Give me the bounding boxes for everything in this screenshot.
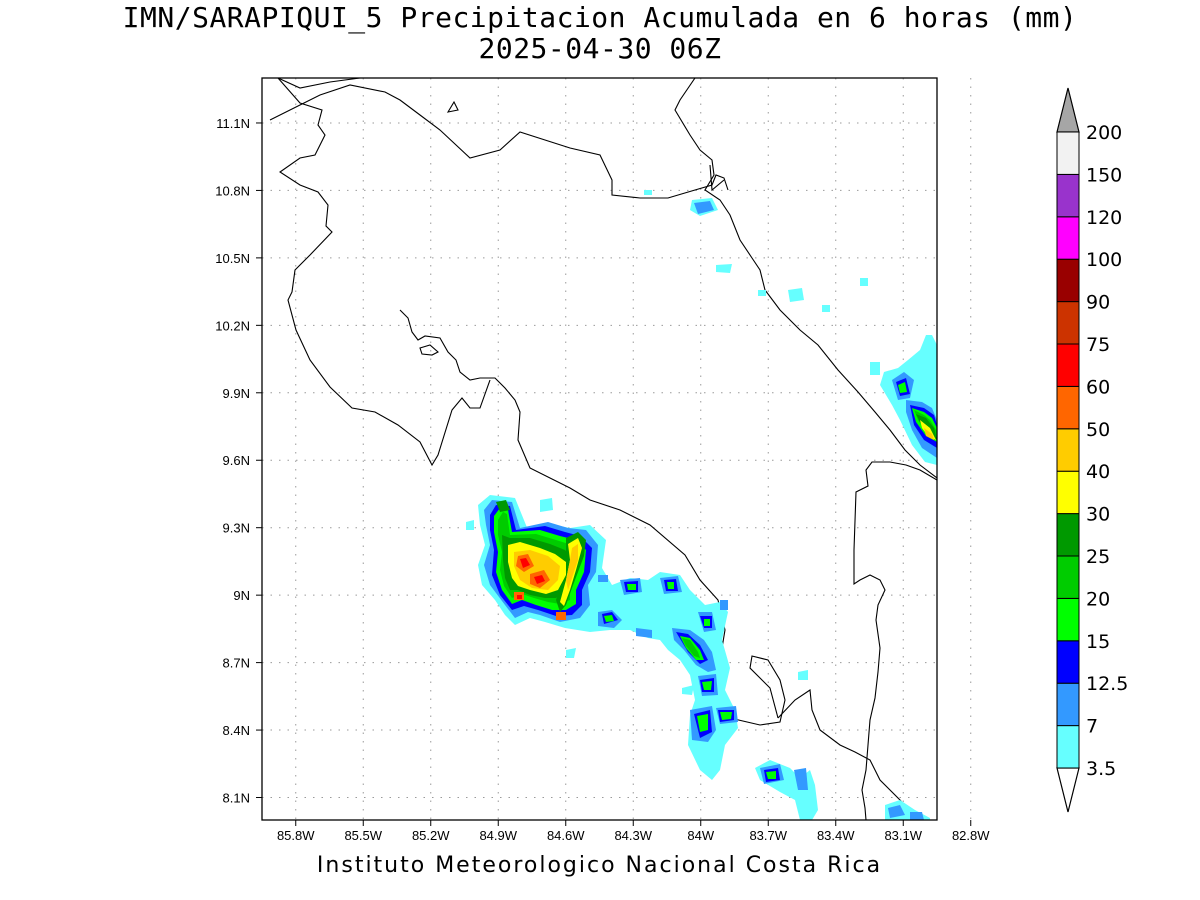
colorbar-swatch <box>1056 258 1080 303</box>
lon-tick-label: 85.2W <box>412 828 450 843</box>
colorbar-over-triangle <box>1056 87 1080 133</box>
colorbar-level-label: 90 <box>1086 292 1110 314</box>
colorbar-level-label: 200 <box>1086 122 1122 144</box>
colorbar-level-label: 50 <box>1086 419 1110 441</box>
lon-tick-label: 82.8W <box>952 828 990 843</box>
pacific-coast-north <box>277 78 491 467</box>
colorbar-level-label: 25 <box>1086 546 1110 568</box>
colorbar-swatch <box>1056 682 1080 727</box>
colorbar-level-label: 15 <box>1086 631 1110 653</box>
map-background <box>262 78 937 820</box>
colorbar-level-label: 12.5 <box>1086 673 1128 695</box>
island-north <box>446 100 459 113</box>
colorbar-swatch <box>1056 173 1080 218</box>
colorbar-level-label: 30 <box>1086 504 1110 526</box>
map-gridlines <box>262 78 972 820</box>
map-title: IMN/SARAPIQUI_5 Precipitacion Acumulada … <box>0 2 1200 64</box>
osa-golfito-coast <box>777 689 921 820</box>
nicaragua-border <box>269 84 729 199</box>
title-line-1: IMN/SARAPIQUI_5 Precipitacion Acumulada … <box>122 1 1078 34</box>
colorbar-swatch <box>1056 131 1080 175</box>
lat-tick-label: 10.8N <box>215 183 250 198</box>
colorbar-swatch <box>1056 470 1080 515</box>
lat-tick-label: 10.2N <box>215 318 250 333</box>
latitude-tick-labels: 8.1N 8.4N 8.7N 9N 9.3N 9.6N 9.9N 10.2N 10.5N 10.8… <box>215 116 262 806</box>
lon-tick-label: 84.3W <box>614 828 652 843</box>
lat-tick-label: 8.4N <box>223 723 250 738</box>
colorbar-under-triangle <box>1056 767 1080 813</box>
lat-tick-label: 9.3N <box>223 521 250 536</box>
lat-tick-label: 9.6N <box>223 453 250 468</box>
footer-credit: Instituto Meteorologico Nacional Costa R… <box>316 853 883 878</box>
colorbar-level-label: 40 <box>1086 461 1110 483</box>
lon-tick-label: 84W <box>687 828 714 843</box>
river-mouth-east <box>709 164 725 192</box>
lat-tick-label: 8.7N <box>223 656 250 671</box>
colorbar-swatch <box>1056 725 1080 769</box>
lon-tick-label: 84.6W <box>547 828 585 843</box>
lon-tick-label: 83.1W <box>884 828 922 843</box>
colorbar-swatch <box>1056 640 1080 684</box>
lat-tick-label: 11.1N <box>216 116 250 131</box>
longitude-tick-labels: 85.8W 85.5W 85.2W 84.9W 84.6W 84.3W 84W 83.7W 83… <box>277 820 990 843</box>
colorbar-swatch <box>1056 343 1080 387</box>
colorbar-level-label: 100 <box>1086 249 1122 271</box>
colorbar-level-label: 20 <box>1086 588 1110 610</box>
colorbar-level-label: 150 <box>1086 164 1122 186</box>
coastlines <box>269 78 937 820</box>
colorbar-level-label: 60 <box>1086 376 1110 398</box>
map-frame <box>261 77 938 821</box>
lat-tick-label: 9.9N <box>223 386 250 401</box>
colorbar-level-label: 7 <box>1086 716 1098 738</box>
title-line-2: 2025-04-30 06Z <box>478 32 722 65</box>
colorbar-legend: 3.5 7 12.5 15 20 25 30 40 50 60 75 90 100 120 150 200 <box>1056 87 1128 813</box>
lat-tick-label: 10.5N <box>215 251 250 266</box>
island-shape <box>419 344 439 356</box>
colorbar-level-label: 75 <box>1086 334 1110 356</box>
lon-tick-label: 83.7W <box>749 828 787 843</box>
colorbar-level-label: 120 <box>1086 207 1122 229</box>
caribbean-coast <box>674 78 937 479</box>
lat-tick-label: 8.1N <box>223 791 250 806</box>
precipitation-contours <box>466 190 937 820</box>
colorbar-swatch <box>1056 555 1080 599</box>
colorbar-swatch <box>1056 513 1080 557</box>
lat-tick-label: 9N <box>233 588 250 603</box>
lon-tick-label: 84.9W <box>479 828 517 843</box>
colorbar-swatch <box>1056 597 1080 642</box>
colorbar-swatch <box>1056 385 1080 430</box>
panama-border <box>853 461 937 820</box>
colorbar-swatch <box>1056 301 1080 345</box>
lon-tick-label: 85.8W <box>277 828 315 843</box>
lon-tick-label: 83.4W <box>817 828 855 843</box>
colorbar-swatch <box>1056 428 1080 472</box>
nicoya-gulf-coast <box>399 309 786 726</box>
colorbar-level-label: 3.5 <box>1086 758 1116 780</box>
lon-tick-label: 85.5W <box>344 828 382 843</box>
colorbar-swatch <box>1056 216 1080 260</box>
lake-nicaragua-shore <box>277 78 361 89</box>
precip-level-60 <box>517 558 545 599</box>
